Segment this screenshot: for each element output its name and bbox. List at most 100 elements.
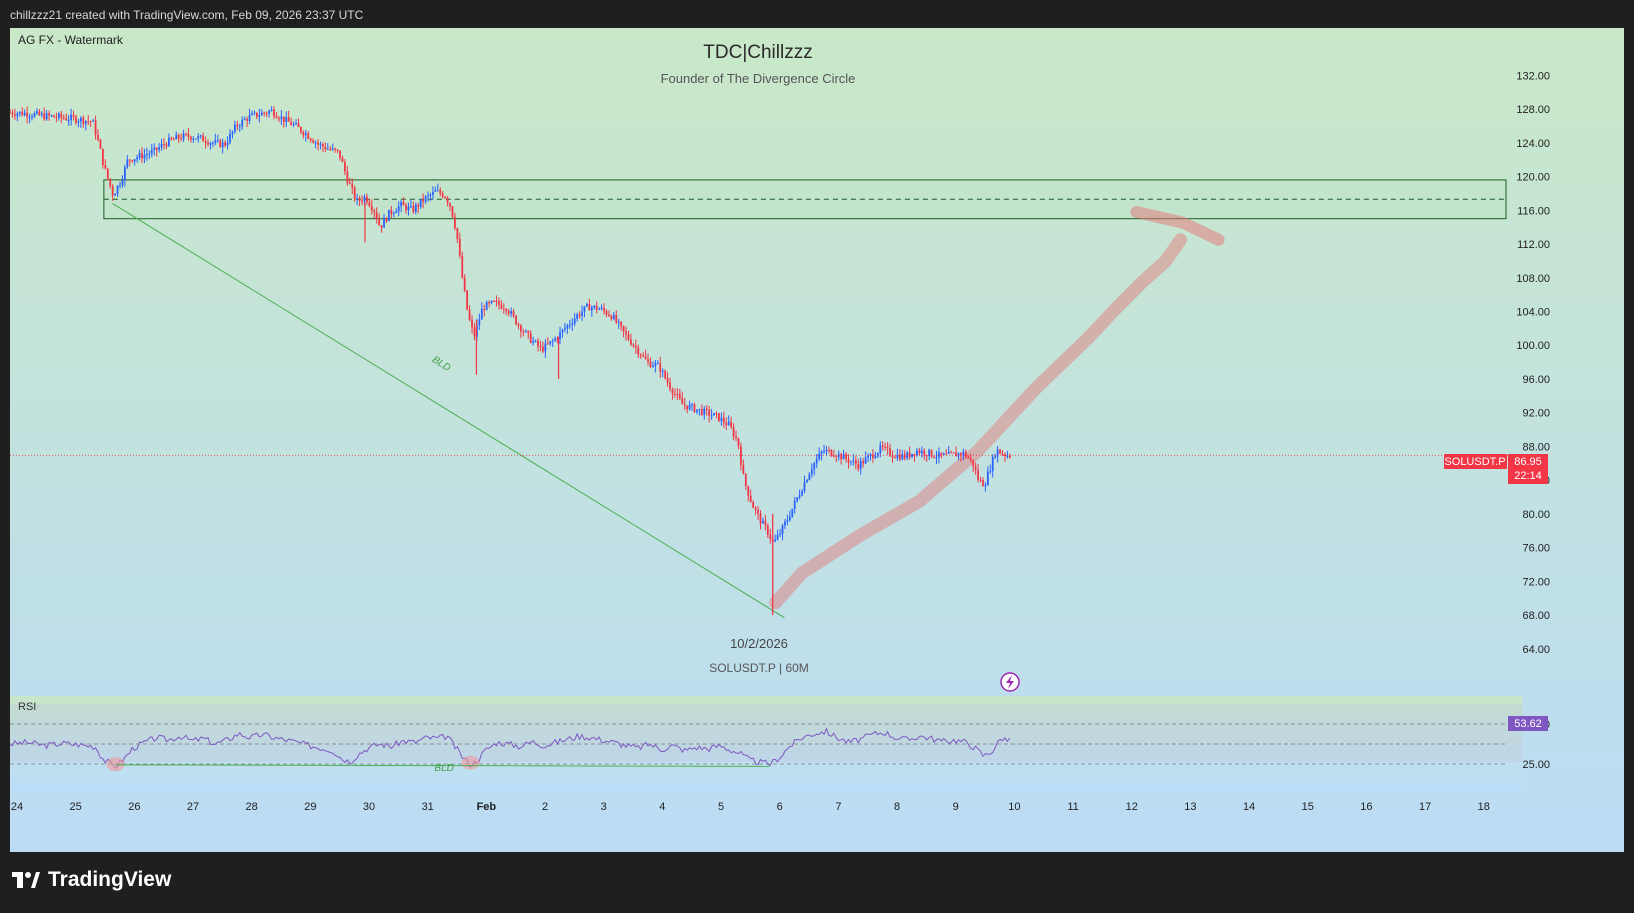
candle-body bbox=[97, 134, 99, 140]
candle-body bbox=[121, 180, 124, 185]
price-tick-label: 128.00 bbox=[1516, 104, 1550, 116]
candle-body bbox=[818, 453, 821, 460]
attribution-text: chillzzz21 created with TradingView.com,… bbox=[10, 8, 364, 22]
candle-body bbox=[732, 427, 735, 437]
candle-body bbox=[109, 178, 112, 187]
candle-body bbox=[199, 135, 202, 137]
lightning-icon[interactable] bbox=[1000, 672, 1020, 692]
candle-body bbox=[26, 112, 29, 117]
candle-body bbox=[945, 453, 948, 455]
candle-body bbox=[874, 456, 877, 459]
price-tag-value: 86.95 bbox=[1514, 456, 1542, 468]
rsi-indicator: BLD bbox=[10, 723, 1506, 774]
candle-body bbox=[634, 345, 637, 348]
rsi-pane[interactable]: BLD bbox=[10, 696, 1522, 792]
candle-body bbox=[282, 116, 285, 122]
candle-body bbox=[458, 239, 461, 256]
time-tick-label: 9 bbox=[953, 801, 959, 813]
resistance-zone[interactable] bbox=[103, 179, 1507, 220]
candle-body bbox=[390, 209, 393, 214]
candle-body bbox=[331, 148, 334, 150]
candle-body bbox=[862, 460, 865, 464]
candle-body bbox=[155, 147, 158, 150]
projection-arrow[interactable] bbox=[769, 206, 1225, 609]
candle-body bbox=[189, 136, 192, 140]
rsi-bld-line bbox=[115, 764, 770, 767]
candle-body bbox=[754, 507, 757, 510]
candle-body bbox=[273, 109, 275, 117]
candle-body bbox=[353, 187, 356, 200]
candle-body bbox=[187, 134, 190, 137]
candle-body bbox=[236, 124, 239, 127]
price-tick-label: 68.00 bbox=[1522, 610, 1550, 622]
chart-canvas[interactable]: BLD BLD 132.00128.00124.00120.00116.0011… bbox=[10, 28, 1624, 852]
footer: TradingView bbox=[0, 852, 1634, 913]
candle-body bbox=[38, 111, 41, 115]
candle-body bbox=[996, 449, 999, 457]
candle-body bbox=[70, 114, 73, 121]
tradingview-logo[interactable]: TradingView bbox=[12, 868, 171, 892]
candle-body bbox=[960, 453, 962, 456]
candle-body bbox=[33, 113, 36, 117]
candle-body bbox=[229, 133, 231, 143]
candle-body bbox=[246, 119, 249, 121]
candle-body bbox=[703, 408, 706, 415]
candle-body bbox=[918, 450, 921, 454]
candle-body bbox=[260, 112, 263, 116]
candle-body bbox=[693, 404, 696, 412]
candle-body bbox=[307, 133, 310, 139]
candle-body bbox=[449, 203, 451, 207]
low-date-label: 10/2/2026 bbox=[730, 636, 788, 651]
price-tick-label: 88.00 bbox=[1522, 441, 1550, 453]
candle-body bbox=[615, 315, 618, 323]
candle-body bbox=[828, 449, 830, 451]
candle-body bbox=[864, 457, 867, 464]
candle-body bbox=[439, 190, 442, 194]
candle-body bbox=[136, 157, 139, 160]
candle-body bbox=[480, 308, 483, 320]
candle-body bbox=[507, 311, 510, 314]
candle-body bbox=[832, 455, 835, 457]
candle-body bbox=[397, 206, 400, 212]
time-tick-label: 12 bbox=[1126, 801, 1138, 813]
candle-body bbox=[549, 341, 552, 344]
candle-body bbox=[483, 308, 486, 310]
candle-body bbox=[153, 147, 156, 150]
candle-body bbox=[35, 111, 38, 114]
candle-body bbox=[138, 153, 141, 158]
candle-body bbox=[197, 136, 200, 139]
candle-body bbox=[656, 363, 659, 365]
candle-body bbox=[341, 157, 344, 163]
candle-body bbox=[53, 115, 55, 118]
candle-body bbox=[859, 460, 862, 469]
candle-body bbox=[815, 459, 818, 464]
candle-body bbox=[947, 451, 950, 454]
candle-body bbox=[101, 148, 104, 165]
candle-body bbox=[566, 325, 569, 329]
candle-body bbox=[590, 307, 593, 311]
candle-body bbox=[451, 206, 454, 217]
candle-body bbox=[82, 117, 85, 124]
rsi-tick-label: 25.00 bbox=[1522, 759, 1550, 771]
chart-area[interactable]: BLD BLD 132.00 128.00 124.00 120.00 116.00 11… bbox=[10, 28, 1624, 852]
candle-body bbox=[556, 338, 559, 340]
candle-body bbox=[989, 471, 992, 473]
candle-body bbox=[309, 138, 312, 141]
candle-body bbox=[671, 389, 674, 394]
candle-body bbox=[60, 113, 63, 118]
candle-body bbox=[422, 199, 425, 202]
candle-body bbox=[791, 508, 794, 517]
bld-line bbox=[112, 203, 785, 619]
price-tick-label: 76.00 bbox=[1522, 543, 1550, 555]
candle-body bbox=[473, 327, 476, 337]
candle-body bbox=[346, 171, 349, 183]
time-axis[interactable]: 24 25 26 27 28 29 30 31 Feb 2 3 4 5 6 7 8 9 10 11 12 13 14 15 1… bbox=[11, 801, 1490, 813]
candle-body bbox=[554, 338, 557, 341]
candle-body bbox=[290, 121, 293, 126]
candle-body bbox=[886, 446, 889, 449]
candle-body bbox=[143, 154, 146, 159]
candle-body bbox=[490, 300, 493, 303]
candle-body bbox=[830, 449, 833, 456]
candle-body bbox=[539, 346, 542, 348]
candle-body bbox=[622, 325, 625, 332]
